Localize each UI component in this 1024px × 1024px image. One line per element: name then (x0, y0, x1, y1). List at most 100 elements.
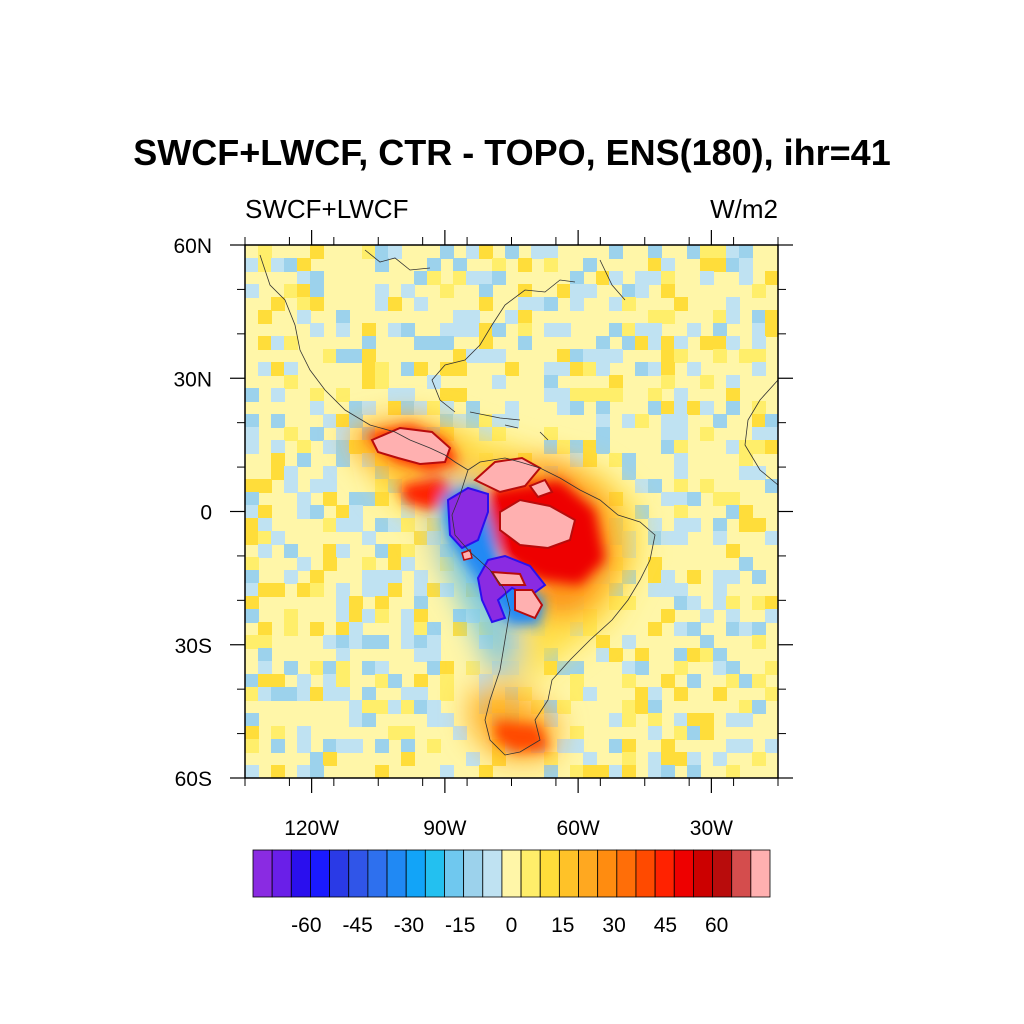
noise-cell (362, 583, 376, 597)
noise-cell (713, 752, 727, 766)
noise-cell (609, 375, 623, 389)
noise-cell (700, 271, 714, 285)
noise-cell (245, 518, 259, 532)
noise-cell (687, 570, 701, 584)
noise-cell (401, 544, 415, 558)
noise-cell (713, 648, 727, 662)
colorbar-swatch (424, 849, 445, 898)
noise-cell (284, 570, 298, 584)
noise-cell (674, 661, 688, 675)
noise-cell (310, 245, 324, 259)
x-tick-label: 90W (423, 817, 466, 840)
noise-cell (648, 700, 662, 714)
noise-cell (700, 479, 714, 493)
noise-cell (414, 687, 428, 701)
noise-cell (245, 635, 259, 649)
noise-cell (674, 713, 688, 727)
noise-cell (427, 583, 441, 597)
noise-cell (440, 362, 454, 376)
colorbar-tick-label: -30 (394, 914, 424, 937)
noise-cell (440, 284, 454, 298)
colorbar-swatch (348, 849, 369, 898)
noise-cell (635, 661, 649, 675)
noise-cell (648, 557, 662, 571)
noise-cell (323, 349, 337, 363)
noise-cell (765, 323, 778, 337)
noise-cell (687, 622, 701, 636)
noise-cell (362, 570, 376, 584)
noise-cell (674, 453, 688, 467)
noise-cell (700, 258, 714, 272)
colorbar-tick-label: 15 (551, 914, 574, 937)
noise-cell (375, 765, 389, 778)
noise-cell (635, 687, 649, 701)
noise-cell (271, 674, 285, 688)
y-tick-label: 60S (175, 768, 212, 791)
noise-cell (271, 297, 285, 311)
noise-cell (362, 700, 376, 714)
noise-cell (544, 258, 558, 272)
noise-cell (297, 271, 311, 285)
noise-cell (622, 700, 636, 714)
noise-cell (414, 609, 428, 623)
noise-cell (570, 661, 584, 675)
noise-cell (349, 596, 363, 610)
noise-cell (700, 336, 714, 350)
noise-cell (362, 349, 376, 363)
noise-cell (310, 479, 324, 493)
noise-cell (674, 427, 688, 441)
noise-cell (245, 479, 259, 493)
noise-cell (375, 297, 389, 311)
noise-cell (323, 635, 337, 649)
noise-cell (310, 271, 324, 285)
noise-cell (622, 284, 636, 298)
noise-cell (648, 271, 662, 285)
colorbar-swatch (482, 849, 503, 898)
noise-cell (648, 479, 662, 493)
noise-cell (362, 557, 376, 571)
noise-cell (414, 635, 428, 649)
noise-cell (323, 479, 337, 493)
noise-cell (622, 661, 636, 675)
noise-cell (258, 245, 272, 259)
noise-cell (492, 414, 506, 428)
noise-cell (323, 466, 337, 480)
noise-cell (336, 622, 350, 636)
noise-cell (661, 401, 675, 415)
noise-cell (297, 739, 311, 753)
noise-cell (622, 635, 636, 649)
noise-cell (375, 739, 389, 753)
noise-cell (726, 245, 740, 259)
noise-cell (414, 583, 428, 597)
noise-cell (401, 739, 415, 753)
noise-cell (310, 505, 324, 519)
noise-cell (466, 349, 480, 363)
noise-cell (310, 323, 324, 337)
noise-cell (713, 349, 727, 363)
x-tick-label: 60W (557, 817, 600, 840)
noise-cell (453, 622, 467, 636)
noise-cell (674, 479, 688, 493)
noise-cell (752, 635, 766, 649)
noise-cell (726, 570, 740, 584)
noise-cell (570, 765, 584, 778)
noise-cell (388, 570, 402, 584)
noise-cell (323, 518, 337, 532)
noise-cell (661, 440, 675, 454)
noise-cell (297, 258, 311, 272)
colorbar-swatch (597, 849, 618, 898)
noise-cell (479, 271, 493, 285)
noise-cell (336, 518, 350, 532)
noise-cell (648, 518, 662, 532)
noise-cell (414, 271, 428, 285)
noise-cell (661, 258, 675, 272)
noise-cell (245, 388, 259, 402)
central-america-pink (370, 426, 452, 466)
noise-cell (440, 713, 454, 727)
noise-cell (323, 687, 337, 701)
noise-cell (349, 505, 363, 519)
noise-cell (661, 414, 675, 428)
africa-coast (744, 379, 778, 486)
noise-cell (401, 609, 415, 623)
noise-cell (726, 713, 740, 727)
